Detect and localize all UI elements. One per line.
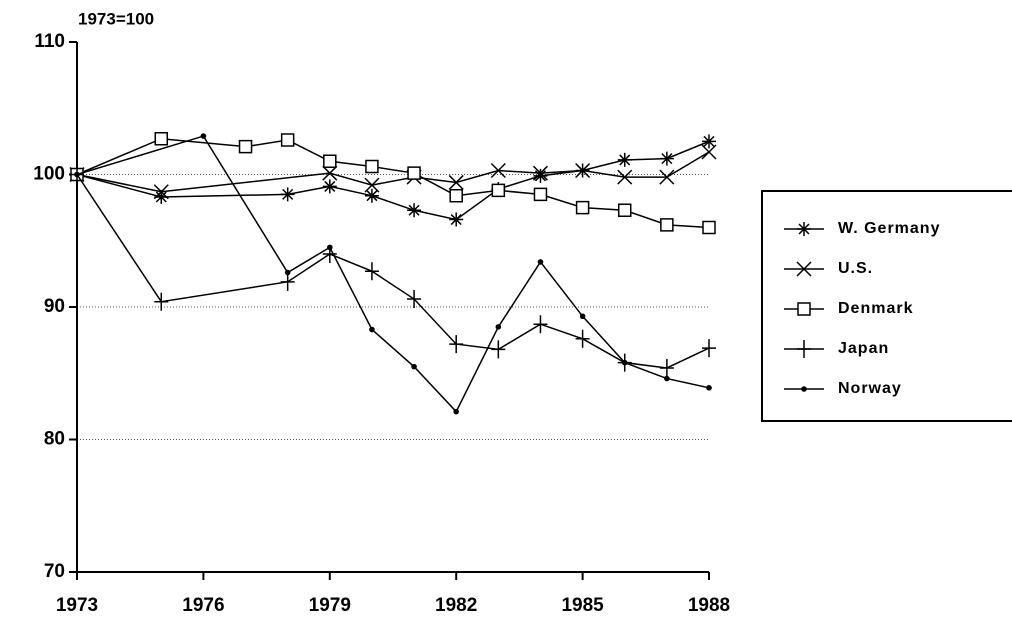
marker bbox=[407, 203, 422, 218]
marker bbox=[533, 315, 548, 334]
marker bbox=[702, 339, 716, 358]
legend-label: Norway bbox=[838, 380, 902, 397]
legend-label: Japan bbox=[838, 340, 889, 357]
marker bbox=[284, 269, 291, 276]
x-tick-label: 1988 bbox=[688, 595, 730, 616]
series-line bbox=[76, 135, 710, 413]
marker bbox=[364, 262, 379, 281]
marker bbox=[323, 154, 337, 168]
legend-label: W. Germany bbox=[838, 220, 940, 237]
marker bbox=[411, 363, 417, 370]
x-tick-label: 1985 bbox=[561, 595, 604, 616]
marker bbox=[702, 220, 716, 235]
marker bbox=[621, 359, 628, 366]
marker bbox=[575, 329, 590, 348]
y-axis-label: 1973=100 bbox=[78, 9, 154, 28]
x-tick-label: 1976 bbox=[182, 595, 224, 616]
marker bbox=[154, 292, 169, 311]
marker bbox=[537, 259, 544, 265]
marker bbox=[532, 165, 548, 181]
marker bbox=[200, 133, 207, 139]
marker bbox=[617, 169, 633, 185]
marker bbox=[664, 375, 670, 382]
marker bbox=[280, 187, 295, 202]
marker bbox=[327, 244, 333, 251]
marker bbox=[797, 302, 811, 316]
marker bbox=[659, 169, 675, 185]
marker bbox=[154, 190, 169, 205]
marker bbox=[660, 218, 674, 232]
marker bbox=[617, 152, 632, 167]
marker bbox=[533, 187, 548, 202]
marker bbox=[154, 131, 169, 146]
marker bbox=[407, 166, 421, 180]
y-tick-label: 110 bbox=[34, 31, 65, 52]
marker bbox=[369, 326, 375, 333]
marker bbox=[801, 386, 807, 392]
marker bbox=[491, 183, 506, 198]
marker bbox=[659, 358, 674, 377]
y-tick-label: 70 bbox=[44, 561, 65, 582]
legend-label: Denmark bbox=[838, 300, 913, 317]
marker bbox=[448, 174, 464, 190]
marker bbox=[701, 144, 717, 160]
marker bbox=[365, 159, 379, 174]
marker bbox=[495, 324, 502, 330]
marker bbox=[796, 261, 812, 277]
marker bbox=[364, 188, 379, 203]
marker bbox=[74, 171, 80, 178]
series-line bbox=[76, 151, 710, 193]
marker bbox=[364, 177, 380, 193]
marker bbox=[575, 162, 591, 179]
y-tick-label: 80 bbox=[44, 429, 65, 450]
series-line bbox=[76, 137, 710, 229]
marker bbox=[706, 385, 712, 391]
x-tick-label: 1979 bbox=[309, 595, 351, 616]
marker bbox=[322, 179, 337, 194]
marker bbox=[322, 165, 338, 181]
marker bbox=[449, 335, 464, 354]
x-tick-label: 1982 bbox=[435, 595, 477, 616]
y-tick-label: 90 bbox=[44, 296, 65, 317]
x-tick-label: 1973 bbox=[56, 595, 98, 616]
marker bbox=[797, 222, 811, 236]
marker bbox=[797, 340, 811, 358]
marker bbox=[491, 340, 506, 359]
marker bbox=[407, 290, 422, 309]
marker bbox=[280, 272, 295, 291]
marker bbox=[702, 134, 716, 149]
marker bbox=[659, 151, 674, 166]
marker bbox=[579, 313, 586, 320]
marker bbox=[153, 184, 169, 200]
marker bbox=[617, 203, 632, 218]
marker bbox=[453, 408, 460, 415]
legend-label: U.S. bbox=[838, 260, 873, 277]
y-tick-label: 100 bbox=[33, 164, 65, 185]
marker bbox=[533, 168, 548, 183]
marker bbox=[280, 133, 295, 147]
marker bbox=[449, 212, 464, 227]
marker bbox=[575, 200, 590, 215]
marker bbox=[490, 162, 506, 179]
marker bbox=[238, 139, 253, 154]
marker bbox=[449, 188, 463, 203]
